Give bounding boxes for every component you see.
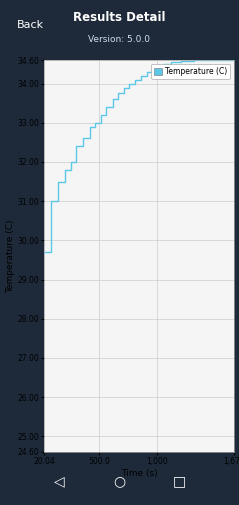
Text: ○: ○ [114,474,125,488]
Text: Results Detail: Results Detail [73,11,166,24]
Text: Version: 5.0.0: Version: 5.0.0 [88,35,151,44]
Text: Back: Back [17,20,44,30]
Y-axis label: Temperature (C): Temperature (C) [6,219,15,293]
Text: ◁: ◁ [54,474,65,488]
X-axis label: Time (s): Time (s) [121,469,158,478]
Legend: Temperature (C): Temperature (C) [151,64,230,79]
Text: □: □ [173,474,186,488]
